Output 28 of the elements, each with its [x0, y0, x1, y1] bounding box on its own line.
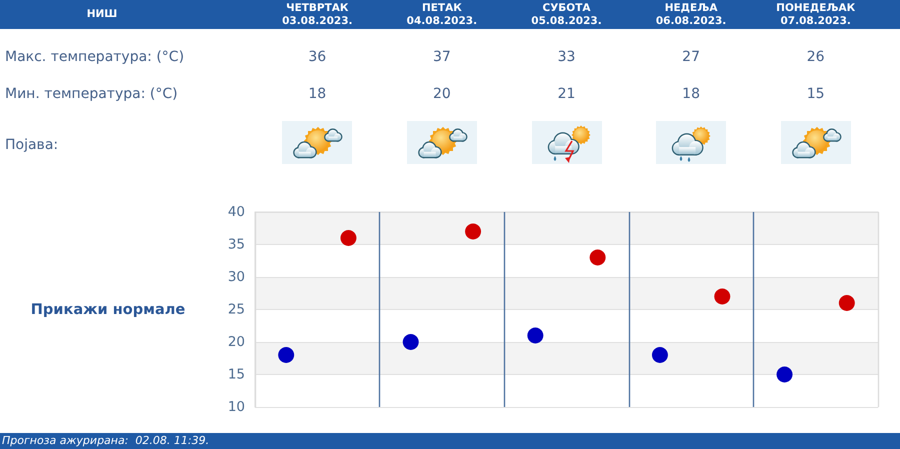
text: СУБОТА 05.08.2023.: [530, 2, 603, 28]
text: ПЕТАК 04.08.2023.: [406, 2, 478, 28]
text: ПОНЕДЕЉАК 07.08.2023.: [775, 2, 856, 28]
y-tick-label: 30: [228, 269, 245, 285]
text: Макс. температура: (°C): [5, 48, 184, 66]
data-label: 18: [681, 85, 701, 103]
text: Прикажи нормале: [30, 301, 186, 319]
y-tick-label: 15: [228, 366, 245, 382]
data-label: 21: [556, 85, 576, 103]
data-label: 33: [556, 48, 576, 66]
data-label: 20: [432, 85, 452, 103]
text: ЧЕТВРТАК 03.08.2023.: [281, 2, 354, 28]
y-tick-label: 10: [228, 399, 245, 415]
data-label: 15: [806, 85, 826, 103]
data-label: 26: [806, 48, 826, 66]
data-label: 37: [432, 48, 452, 66]
text: Прогноза ажурирана: 02.08. 11:39.: [2, 434, 210, 448]
text: НЕДЕЉА 06.08.2023.: [654, 2, 728, 28]
text: НИШ: [86, 8, 118, 21]
y-tick-label: 20: [228, 334, 245, 350]
data-label: 36: [307, 48, 328, 66]
data-label: 18: [307, 85, 328, 103]
text: Мин. температура: (°C): [5, 85, 178, 103]
data-label: 27: [681, 48, 701, 66]
y-tick-label: 35: [228, 236, 245, 252]
y-tick-label: 25: [228, 302, 245, 318]
y-tick-label: 40: [228, 204, 245, 220]
text: Појава:: [5, 136, 58, 154]
